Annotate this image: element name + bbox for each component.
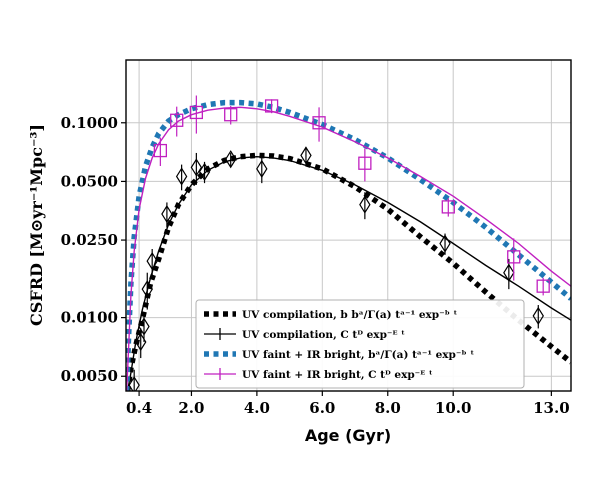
data-point-square	[507, 250, 521, 264]
data-point-square	[224, 108, 238, 122]
legend-label: UV compilation, C tᴰ exp⁻ᴱ ᵗ	[242, 329, 405, 341]
x-axis-ticks: 0.4 2.0 4.0 6.0 8.0 10.0 13.0	[126, 391, 570, 417]
data-point-square	[441, 200, 455, 214]
y-tick-label: 0.0100	[61, 309, 118, 327]
legend: UV compilation, b bᵃ/Γ(a) tᵃ⁻¹ exp⁻ᵇ ᵗ UV…	[195, 299, 525, 389]
y-tick-label: 0.1000	[61, 114, 118, 132]
x-tick-label: 2.0	[178, 399, 204, 417]
y-tick-label: 0.0250	[61, 231, 118, 249]
legend-label: UV faint + IR bright, C tᴰ exp⁻ᴱ ᵗ	[242, 369, 433, 381]
data-point-diamond	[161, 204, 173, 224]
marker-layer	[128, 95, 550, 391]
data-point-square	[358, 156, 372, 170]
data-point-square	[312, 116, 326, 130]
x-tick-label: 10.0	[435, 399, 472, 417]
y-tick-label: 0.0500	[61, 172, 118, 190]
legend-box	[195, 299, 525, 389]
x-tick-label: 6.0	[309, 399, 335, 417]
y-axis-title: CSFRD [M⊙yr⁻¹Mpc⁻³]	[27, 124, 46, 326]
legend-label: UV faint + IR bright, bᵃ/Γ(a) tᵃ⁻¹ exp⁻ᵇ…	[242, 349, 474, 361]
data-point-diamond	[532, 306, 544, 326]
x-axis-title: Age (Gyr)	[305, 426, 391, 445]
data-point-diamond	[224, 150, 237, 169]
x-tick-label: 8.0	[375, 399, 401, 417]
data-point-diamond	[198, 162, 211, 181]
x-tick-label: 0.4	[126, 399, 152, 417]
data-point-diamond	[190, 158, 203, 177]
legend-label: UV compilation, b bᵃ/Γ(a) tᵃ⁻¹ exp⁻ᵇ ᵗ	[242, 309, 458, 321]
data-point-square	[170, 113, 184, 127]
data-point-square	[264, 99, 279, 113]
data-point-diamond	[439, 234, 451, 253]
y-tick-label: 0.0050	[61, 367, 118, 385]
data-point-diamond	[138, 317, 150, 336]
data-point-diamond	[256, 159, 268, 178]
data-point-diamond	[141, 279, 153, 299]
data-point-diamond	[146, 251, 158, 271]
data-point-square	[536, 279, 550, 293]
data-point-diamond	[359, 195, 371, 214]
data-point-diamond	[503, 263, 515, 282]
y-axis-ticks: 0.0050 0.0100 0.0250 0.0500 0.1000	[61, 114, 126, 385]
plot-frame	[125, 59, 572, 392]
data-point-square	[189, 105, 203, 120]
data-point-square	[153, 143, 168, 158]
x-tick-label: 13.0	[533, 399, 570, 417]
x-tick-label: 4.0	[244, 399, 270, 417]
data-point-diamond	[128, 376, 140, 391]
data-point-diamond	[175, 167, 188, 186]
series-3-curve	[126, 106, 571, 391]
data-point-diamond	[300, 146, 312, 165]
